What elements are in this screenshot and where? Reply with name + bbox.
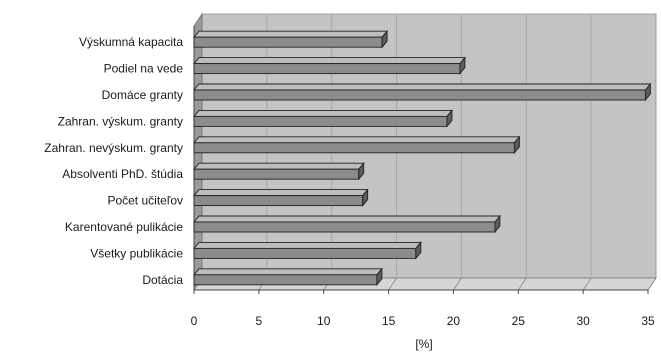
bar — [193, 109, 453, 128]
category-label: Počet učiteľov — [107, 194, 183, 208]
bar-end-face — [494, 214, 501, 234]
x-tick-label: 20 — [447, 314, 461, 328]
floor-gridline — [647, 277, 657, 291]
bar-end-face — [415, 241, 422, 260]
bar — [193, 29, 389, 49]
floor-gridline — [388, 277, 397, 291]
bar-front-face — [193, 63, 461, 75]
floor-gridline — [453, 277, 462, 291]
bar-end-face — [459, 56, 466, 75]
bar-front-face — [193, 247, 417, 259]
bar-front-face — [193, 142, 515, 154]
bar-top-face — [193, 30, 389, 38]
bar-front-face — [193, 168, 360, 180]
x-tick-label: 25 — [512, 314, 526, 328]
x-tick-label: 15 — [382, 314, 396, 328]
bar-top-face — [193, 189, 369, 197]
bar-top-face — [193, 215, 501, 223]
category-label: Karentované pulikácie — [65, 220, 183, 234]
bar-front-face — [193, 36, 383, 48]
bar-top-face — [193, 57, 466, 65]
floor-gridline — [517, 277, 527, 291]
bar-end-face — [358, 161, 365, 181]
bar — [193, 267, 383, 287]
bar-end-face — [376, 267, 383, 287]
category-label: Zahran. výskum. granty — [58, 114, 183, 128]
category-labels: Výskumná kapacita Podiel na vede Domáce gr… — [44, 35, 183, 287]
bar-front-face — [193, 115, 448, 127]
bar-top-face — [193, 162, 365, 170]
bar-front-face — [193, 89, 646, 101]
bar-end-face — [446, 109, 453, 128]
bar — [193, 188, 369, 207]
x-axis-label: [%] — [415, 337, 432, 351]
bar — [193, 241, 422, 260]
bar-end-face — [513, 135, 520, 155]
category-label: Dotácia — [142, 273, 183, 287]
category-label: Podiel na vede — [104, 62, 184, 76]
bar — [193, 135, 521, 155]
bar-front-face — [193, 221, 496, 233]
x-tick-label: 10 — [317, 314, 331, 328]
bar-top-face — [193, 136, 521, 144]
bar — [193, 82, 652, 102]
bar-top-face — [193, 109, 453, 117]
bar-top-face — [193, 241, 422, 249]
bar — [193, 161, 365, 181]
floor-gridline — [582, 277, 592, 291]
x-tick-label: 35 — [641, 314, 655, 328]
bar — [193, 214, 501, 234]
x-tick-label: 5 — [256, 314, 263, 328]
category-label: Absolventi PhD. štúdia — [62, 167, 183, 181]
bars — [193, 29, 652, 287]
bar-front-face — [193, 195, 364, 207]
bar-top-face — [193, 83, 652, 91]
category-label: Zahran. nevýskum. granty — [44, 141, 183, 155]
category-label: Výskumná kapacita — [79, 35, 183, 49]
bar-end-face — [644, 82, 651, 102]
bar-top-face — [193, 268, 383, 276]
x-tick-labels: 0 5 10 15 20 25 30 35 — [191, 314, 655, 328]
x-tick-label: 0 — [191, 314, 198, 328]
category-label: Všetky publikácie — [90, 246, 183, 260]
bar-end-face — [362, 188, 369, 207]
bar-front-face — [193, 274, 378, 286]
bar-end-face — [381, 29, 388, 49]
bar — [193, 56, 466, 75]
category-label: Domáce granty — [102, 88, 183, 102]
x-tick-label: 30 — [576, 314, 590, 328]
